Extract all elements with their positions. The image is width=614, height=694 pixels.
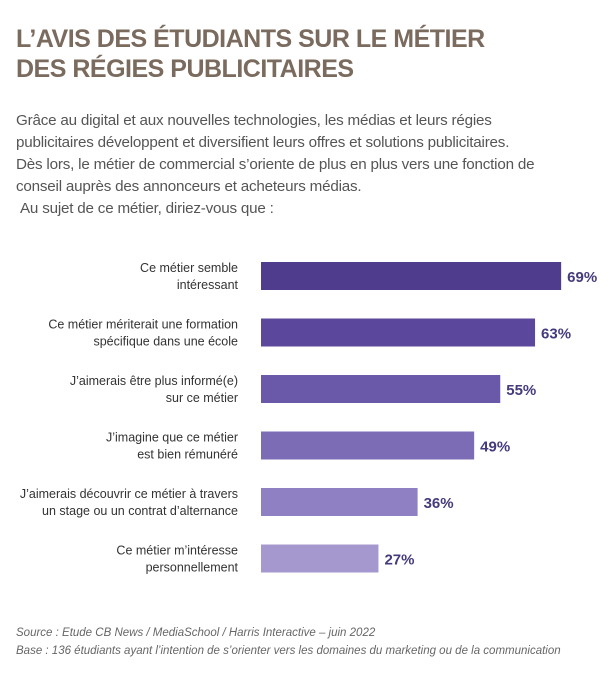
value-label: 36% [424, 495, 454, 512]
category-label: Ce métier semble intéressant [140, 261, 238, 292]
title-line-1: L’AVIS DES ÉTUDIANTS SUR LE MÉTIER [16, 25, 485, 53]
bar-chart: Ce métier semble intéressant 69%Ce métier … [20, 261, 597, 575]
bar [261, 375, 501, 403]
title-line-2: DES RÉGIES PUBLICITAIRES [16, 55, 354, 83]
category-label: J’aimerais découvrir ce métier à travers… [20, 487, 238, 518]
source-note: Source : Etude CB News / MediaSchool / H… [16, 627, 376, 639]
bar-row: J’imagine que ce métier est bien rémunéré… [106, 431, 510, 462]
bar [261, 488, 418, 516]
category-label: Ce métier mériterait une formation spécif… [48, 318, 238, 349]
value-label: 69% [567, 269, 597, 286]
intro-line-1: Grâce au digital et aux nouvelles techno… [16, 112, 492, 129]
bar [261, 318, 536, 347]
chart-footer: Source : Etude CB News / MediaSchool / H… [16, 624, 606, 660]
bar-row: Ce métier mériterait une formation spécif… [48, 318, 571, 349]
chart-title: L’AVIS DES ÉTUDIANTS SUR LE MÉTIER DES R… [16, 24, 606, 84]
bar-row: Ce métier semble intéressant 69% [140, 261, 597, 292]
category-label: J’imagine que ce métier est bien rémunéré [106, 431, 238, 462]
intro-line-2: publicitaires développent et diversifien… [16, 134, 510, 151]
base-note: Base : 136 étudiants ayant l’intention d… [16, 645, 561, 657]
category-label: Ce métier m’intéresse personnellement [116, 544, 238, 575]
intro-line-3: Dès lors, le métier de commercial s’orie… [16, 156, 535, 173]
value-label: 55% [506, 382, 536, 399]
bar-row: J’aimerais découvrir ce métier à travers… [20, 487, 454, 518]
bar [261, 262, 562, 290]
category-label: J’aimerais être plus informé(e) sur ce mé… [70, 374, 238, 405]
bar-row: J’aimerais être plus informé(e) sur ce mé… [70, 374, 536, 405]
intro-line-4: conseil auprès des annonceurs et acheteu… [16, 178, 362, 195]
bar-row: Ce métier m’intéresse personnellement 27% [116, 544, 414, 575]
bar [261, 431, 475, 460]
value-label: 63% [541, 326, 571, 343]
intro-text: Grâce au digital et aux nouvelles techno… [16, 110, 606, 220]
value-label: 27% [384, 552, 414, 569]
value-label: 49% [480, 439, 510, 456]
bar [261, 544, 379, 573]
survey-question: Au sujet de ce métier, diriez-vous que : [20, 200, 274, 217]
